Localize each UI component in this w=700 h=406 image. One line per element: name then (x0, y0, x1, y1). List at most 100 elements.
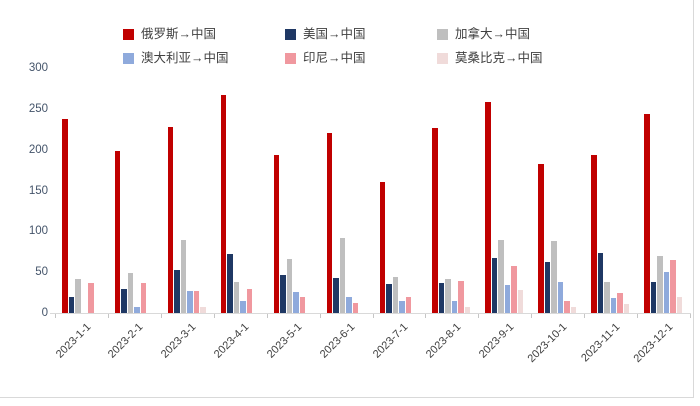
bar-澳大利亚→中国-2023-11-1 (610, 298, 617, 313)
legend-label: 印尼→中国 (303, 51, 366, 66)
bar-俄罗斯→中国-2023-4-1 (220, 94, 227, 313)
bar-莫桑比克→中国-2023-9-1 (517, 290, 524, 313)
y-axis-tick-label: 50 (35, 266, 48, 279)
bar-澳大利亚→中国-2023-6-1 (346, 296, 352, 313)
bar-印尼→中国-2023-4-1 (246, 288, 253, 313)
bar-印尼→中国-2023-9-1 (511, 265, 517, 313)
bar-印尼→中国-2023-8-1 (458, 281, 464, 313)
legend-item: 印尼→中国 (285, 50, 437, 67)
bar-俄罗斯→中国-2023-12-1 (644, 113, 650, 313)
bar-加拿大→中国-2023-4-1 (233, 282, 240, 313)
bar-加拿大→中国-2023-8-1 (445, 278, 451, 313)
bar-美国→中国-2023-3-1 (174, 269, 180, 313)
bar-美国→中国-2023-9-1 (491, 257, 498, 313)
bar-澳大利亚→中国-2023-4-1 (240, 300, 246, 314)
bar-俄罗斯→中国-2023-3-1 (167, 126, 174, 313)
bar-加拿大→中国-2023-10-1 (551, 241, 557, 313)
bar-美国→中国-2023-7-1 (386, 284, 392, 313)
y-axis-tick-label: 0 (41, 307, 48, 319)
bar-美国→中国-2023-10-1 (544, 262, 551, 313)
legend-swatch-icon (437, 29, 448, 40)
bar-俄罗斯→中国-2023-2-1 (114, 150, 121, 313)
x-axis-tick (213, 314, 215, 318)
x-axis-tick (584, 314, 586, 318)
x-axis-tick (319, 314, 321, 318)
y-axis-tick-label: 300 (28, 62, 48, 74)
bar-美国→中国-2023-12-1 (650, 282, 656, 313)
bar-印尼→中国-2023-6-1 (352, 303, 358, 313)
bar-俄罗斯→中国-2023-5-1 (273, 154, 280, 313)
bar-俄罗斯→中国-2023-11-1 (591, 155, 597, 313)
legend-label: 加拿大→中国 (455, 27, 531, 42)
x-axis-tick (372, 314, 374, 318)
legend-item: 莫桑比克→中国 (437, 50, 543, 67)
legend: 俄罗斯→中国 美国→中国 加拿大→中国澳大利亚→中国 印尼→中国 莫桑比克→中国 (123, 26, 543, 67)
bar-澳大利亚→中国-2023-5-1 (293, 291, 299, 313)
bar-澳大利亚→中国-2023-9-1 (504, 285, 511, 313)
bar-印尼→中国-2023-3-1 (193, 290, 200, 313)
bar-澳大利亚→中国-2023-3-1 (187, 290, 193, 313)
bar-莫桑比克→中国-2023-11-1 (623, 304, 630, 313)
y-axis-tick-label: 250 (28, 102, 48, 115)
legend-item: 澳大利亚→中国 (123, 50, 285, 67)
legend-label: 俄罗斯→中国 (141, 27, 217, 42)
bar-加拿大→中国-2023-11-1 (604, 282, 610, 313)
bar-澳大利亚→中国-2023-10-1 (557, 282, 564, 313)
bar-加拿大→中国-2023-12-1 (657, 255, 663, 313)
x-axis-tick (637, 314, 639, 318)
legend-swatch-icon (437, 53, 448, 64)
bar-加拿大→中国-2023-2-1 (127, 273, 134, 313)
legend-swatch-icon (123, 53, 134, 64)
y-axis-tick-label: 100 (28, 225, 48, 238)
legend-swatch-icon (123, 29, 134, 40)
bar-俄罗斯→中国-2023-1-1 (62, 119, 68, 313)
bar-加拿大→中国-2023-7-1 (392, 277, 398, 313)
bar-澳大利亚→中国-2023-2-1 (134, 307, 140, 313)
x-axis-tick (160, 314, 162, 318)
x-axis-tick (55, 314, 56, 318)
x-axis-tick (690, 314, 691, 318)
bar-美国→中国-2023-8-1 (438, 282, 445, 313)
bar-加拿大→中国-2023-6-1 (339, 237, 345, 313)
bar-俄罗斯→中国-2023-6-1 (326, 133, 332, 313)
x-axis-tick (478, 314, 480, 318)
legend-item: 美国→中国 (285, 26, 437, 43)
x-axis-tick (266, 314, 268, 318)
legend-item: 加拿大→中国 (437, 26, 543, 43)
bar-澳大利亚→中国-2023-7-1 (399, 300, 405, 314)
legend-label: 美国→中国 (303, 27, 366, 42)
legend-label: 莫桑比克→中国 (455, 51, 543, 66)
bar-印尼→中国-2023-2-1 (140, 282, 147, 313)
bar-印尼→中国-2023-12-1 (670, 259, 676, 313)
bar-加拿大→中国-2023-5-1 (286, 259, 293, 313)
x-axis-line (50, 313, 691, 314)
bar-俄罗斯→中国-2023-9-1 (485, 101, 491, 313)
x-axis-tick (531, 314, 533, 318)
legend-swatch-icon (285, 53, 296, 64)
y-axis-tick-label: 150 (28, 184, 48, 197)
legend-swatch-icon (285, 29, 296, 40)
bar-美国→中国-2023-5-1 (280, 275, 286, 313)
bar-加拿大→中国-2023-1-1 (75, 278, 81, 313)
bar-美国→中国-2023-6-1 (333, 277, 339, 313)
legend-label: 澳大利亚→中国 (141, 51, 229, 66)
bar-莫桑比克→中国-2023-3-1 (200, 307, 206, 313)
bar-印尼→中国-2023-7-1 (405, 296, 411, 313)
bar-加拿大→中国-2023-3-1 (180, 240, 187, 313)
bar-加拿大→中国-2023-9-1 (498, 239, 504, 313)
bar-俄罗斯→中国-2023-10-1 (538, 163, 544, 313)
bar-莫桑比克→中国-2023-10-1 (570, 307, 577, 313)
bar-印尼→中国-2023-10-1 (564, 300, 570, 314)
y-axis-tick-label: 200 (28, 143, 48, 156)
bar-美国→中国-2023-4-1 (227, 254, 233, 313)
bar-莫桑比克→中国-2023-12-1 (676, 296, 682, 313)
bar-美国→中国-2023-2-1 (121, 288, 127, 313)
bar-俄罗斯→中国-2023-7-1 (379, 181, 385, 313)
bar-澳大利亚→中国-2023-12-1 (663, 272, 669, 313)
bar-印尼→中国-2023-1-1 (88, 282, 94, 313)
x-axis-tick (425, 314, 427, 318)
bar-印尼→中国-2023-5-1 (299, 296, 306, 313)
bar-澳大利亚→中国-2023-8-1 (451, 300, 458, 314)
bar-印尼→中国-2023-11-1 (617, 292, 623, 313)
